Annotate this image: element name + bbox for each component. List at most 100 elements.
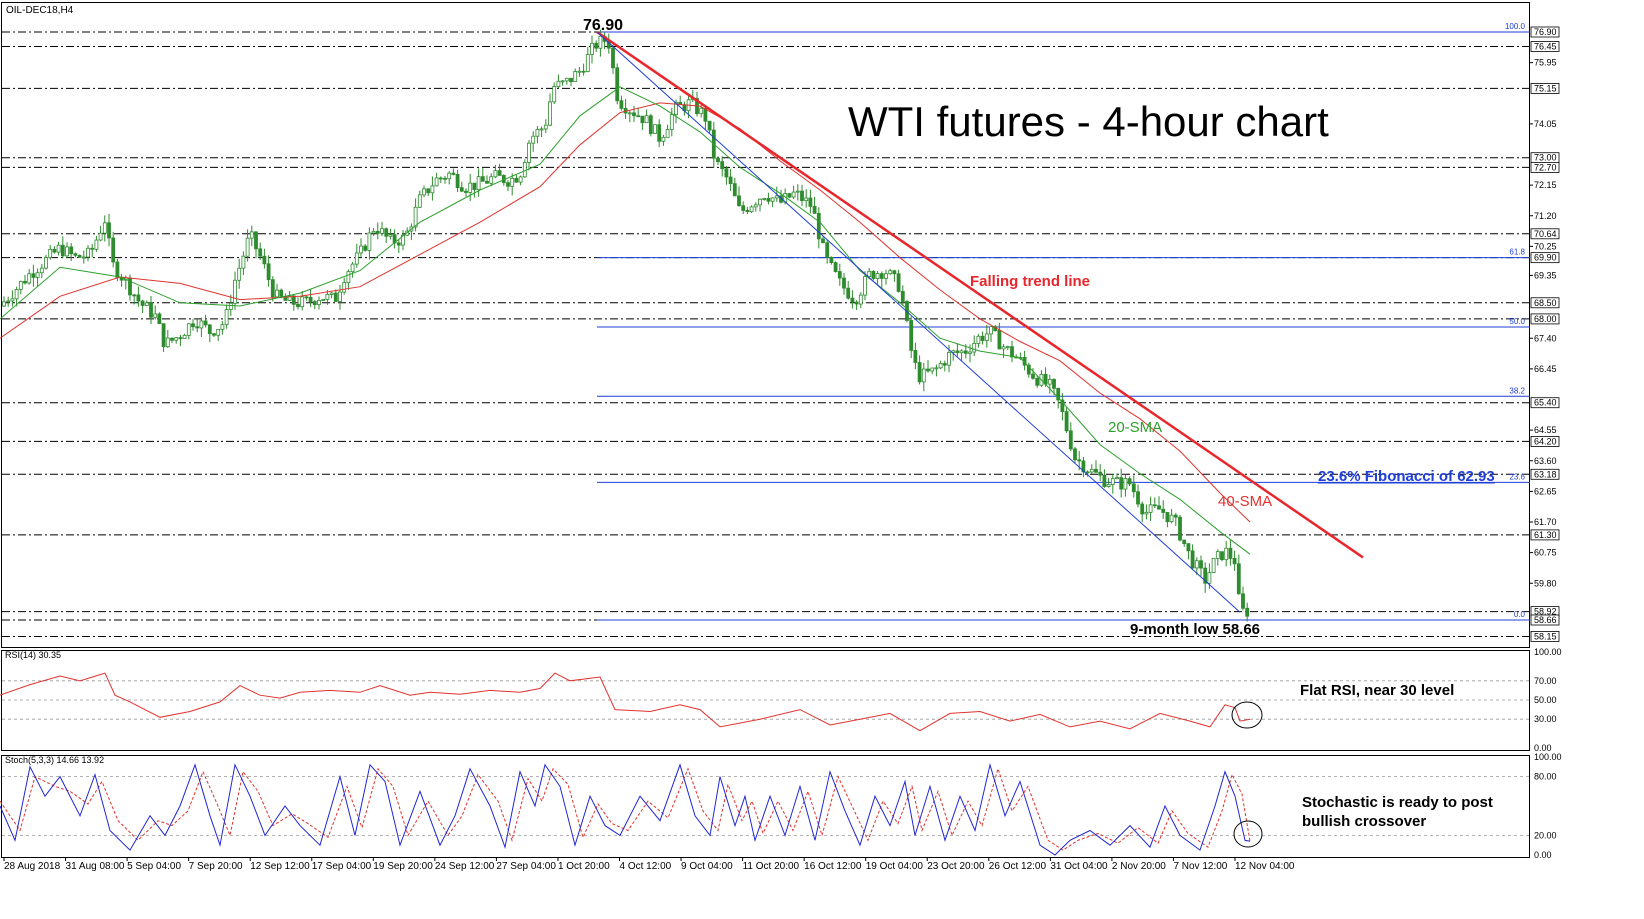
candle-body	[539, 128, 544, 131]
price-level-label: 58.66	[1534, 615, 1557, 625]
candle-body	[984, 333, 989, 341]
candle-body	[430, 185, 435, 194]
candle-body	[842, 277, 846, 289]
price-level-box	[1530, 228, 1560, 240]
candle-body	[762, 198, 767, 200]
candle-body	[976, 335, 981, 344]
candle-body	[892, 270, 897, 275]
candle-body	[375, 230, 380, 234]
candle-body	[6, 300, 11, 303]
candle-body	[863, 276, 867, 296]
candle-body	[1220, 551, 1224, 561]
price-level-box	[1530, 397, 1560, 409]
candle-body	[56, 244, 61, 253]
candle-body	[1127, 478, 1132, 485]
candle-body	[149, 302, 153, 318]
candle-body	[312, 301, 317, 305]
candle-body	[388, 234, 393, 237]
candle-body	[493, 170, 498, 178]
candle-body	[1165, 512, 1170, 523]
trend-lines	[596, 30, 1364, 613]
candle-body	[955, 350, 960, 354]
price-level-box	[1530, 436, 1560, 447]
candle-body	[350, 263, 355, 273]
time-tick-label: 23 Oct 20:00	[927, 861, 985, 872]
candle-body	[291, 295, 296, 305]
candle-body	[94, 239, 99, 250]
candle-body	[758, 198, 762, 206]
price-level-box	[1530, 468, 1560, 480]
candle-body	[577, 70, 582, 73]
stoch-highlight-circle	[1233, 820, 1263, 848]
candle-body	[703, 107, 708, 122]
rsi-title: RSI(14) 30.35	[5, 650, 61, 660]
time-tick-label: 28 Aug 2018	[4, 861, 61, 872]
stoch-note-line2: bullish crossover	[1302, 813, 1426, 830]
candle-body	[1106, 484, 1111, 487]
candle-body	[959, 350, 964, 354]
panel-frames	[1, 2, 1530, 858]
candle-body	[476, 176, 481, 190]
time-tick-label: 12 Sep 12:00	[250, 861, 310, 872]
candle-body	[858, 294, 863, 305]
price-level-box	[1530, 26, 1560, 38]
candle-body	[875, 273, 880, 279]
candle-body	[48, 248, 53, 258]
candle-body	[1077, 459, 1082, 462]
candle-body	[938, 363, 943, 369]
fib-label: 0.0	[1514, 610, 1526, 619]
candle-body	[144, 302, 149, 306]
candle-body	[1194, 560, 1199, 569]
rsi-panel: 100.00 70.00 50.00 30.00 0.00	[0, 647, 1562, 753]
price-level-label: 73.00	[1534, 153, 1557, 163]
candle-body	[724, 168, 729, 178]
fib-label: 38.2	[1509, 386, 1525, 395]
candle-body	[308, 296, 313, 302]
candle-body	[107, 222, 111, 239]
price-tick-label: 66.45	[1534, 364, 1557, 374]
candle-body	[321, 299, 326, 301]
candle-body	[1211, 557, 1216, 573]
candle-body	[304, 296, 309, 299]
time-tick-label: 19 Oct 04:00	[866, 861, 924, 872]
candle-body	[191, 323, 195, 328]
candle-body	[1052, 378, 1056, 389]
candle-body	[1186, 543, 1191, 552]
candle-body	[648, 115, 653, 134]
candle-body	[455, 174, 460, 189]
candle-body	[333, 292, 338, 302]
time-tick-label: 5 Sep 04:00	[127, 861, 181, 872]
candle-body	[451, 172, 456, 175]
candle-body	[1064, 411, 1069, 432]
price-level-box	[1530, 529, 1560, 541]
candle-body	[585, 53, 590, 72]
candle-body	[10, 298, 15, 302]
candle-body	[2, 301, 6, 307]
candle-body	[380, 228, 384, 234]
fib-label: 50.0	[1509, 317, 1525, 326]
candle-body	[359, 245, 363, 254]
candle-body	[569, 77, 573, 82]
candle-body	[980, 335, 985, 341]
candle-body	[770, 197, 775, 202]
candle-body	[644, 115, 649, 124]
candle-body	[518, 176, 523, 183]
stoch-tick-label: 100.00	[1534, 752, 1562, 762]
candle-body	[1005, 346, 1010, 349]
price-level-label: 58.15	[1534, 631, 1557, 641]
candle-body	[161, 323, 166, 348]
lower-channel-line	[596, 31, 1241, 613]
stoch-tick-label: 0.00	[1534, 850, 1552, 860]
candle-body	[930, 367, 935, 372]
rsi-highlight-circle	[1231, 701, 1263, 729]
panel-frame	[1, 755, 1530, 858]
candle-body	[1169, 514, 1174, 523]
candle-body	[888, 270, 893, 275]
candle-body	[926, 368, 930, 372]
candle-body	[417, 194, 422, 208]
candle-body	[884, 273, 888, 279]
candle-body	[90, 247, 95, 250]
candle-body	[1224, 547, 1229, 561]
candle-body	[879, 273, 884, 279]
price-tick-label: 69.35	[1534, 270, 1557, 280]
